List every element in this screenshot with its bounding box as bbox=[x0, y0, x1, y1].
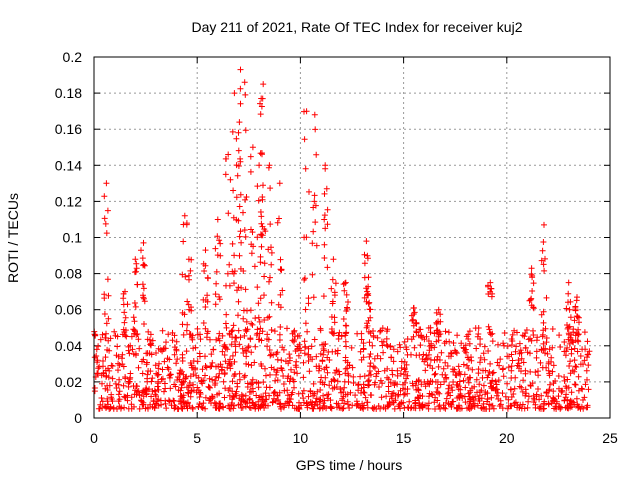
roti-points bbox=[91, 66, 593, 412]
y-tick-label: 0 bbox=[74, 410, 82, 426]
x-tick-label: 10 bbox=[293, 430, 309, 446]
y-axis-label: ROTI / TECUs bbox=[5, 193, 21, 283]
y-tick-label: 0.1 bbox=[63, 230, 83, 246]
y-tick-label: 0.14 bbox=[55, 157, 82, 173]
x-tick-label: 20 bbox=[499, 430, 515, 446]
plot-frame bbox=[93, 56, 611, 419]
data-points bbox=[91, 66, 593, 412]
y-tick-label: 0.16 bbox=[55, 121, 82, 137]
y-tick-label: 0.04 bbox=[55, 338, 82, 354]
y-tick-label: 0.08 bbox=[55, 266, 82, 282]
y-tick-label: 0.2 bbox=[63, 49, 83, 65]
x-axis-label: GPS time / hours bbox=[296, 457, 403, 473]
axis-ticks: 0 5 10 15 20 25 0 0.02 0.04 0.06 0.08 0.1 0.12 0.14 0.… bbox=[55, 49, 618, 446]
y-tick-label: 0.02 bbox=[55, 374, 82, 390]
y-tick-label: 0.18 bbox=[55, 85, 82, 101]
x-tick-label: 15 bbox=[396, 430, 412, 446]
x-tick-label: 25 bbox=[602, 430, 618, 446]
y-tick-label: 0.12 bbox=[55, 193, 82, 209]
grid bbox=[94, 57, 610, 418]
chart-title: Day 211 of 2021, Rate Of TEC Index for r… bbox=[192, 19, 523, 35]
y-tick-label: 0.06 bbox=[55, 302, 82, 318]
x-tick-label: 5 bbox=[193, 430, 201, 446]
x-tick-label: 0 bbox=[90, 430, 98, 446]
